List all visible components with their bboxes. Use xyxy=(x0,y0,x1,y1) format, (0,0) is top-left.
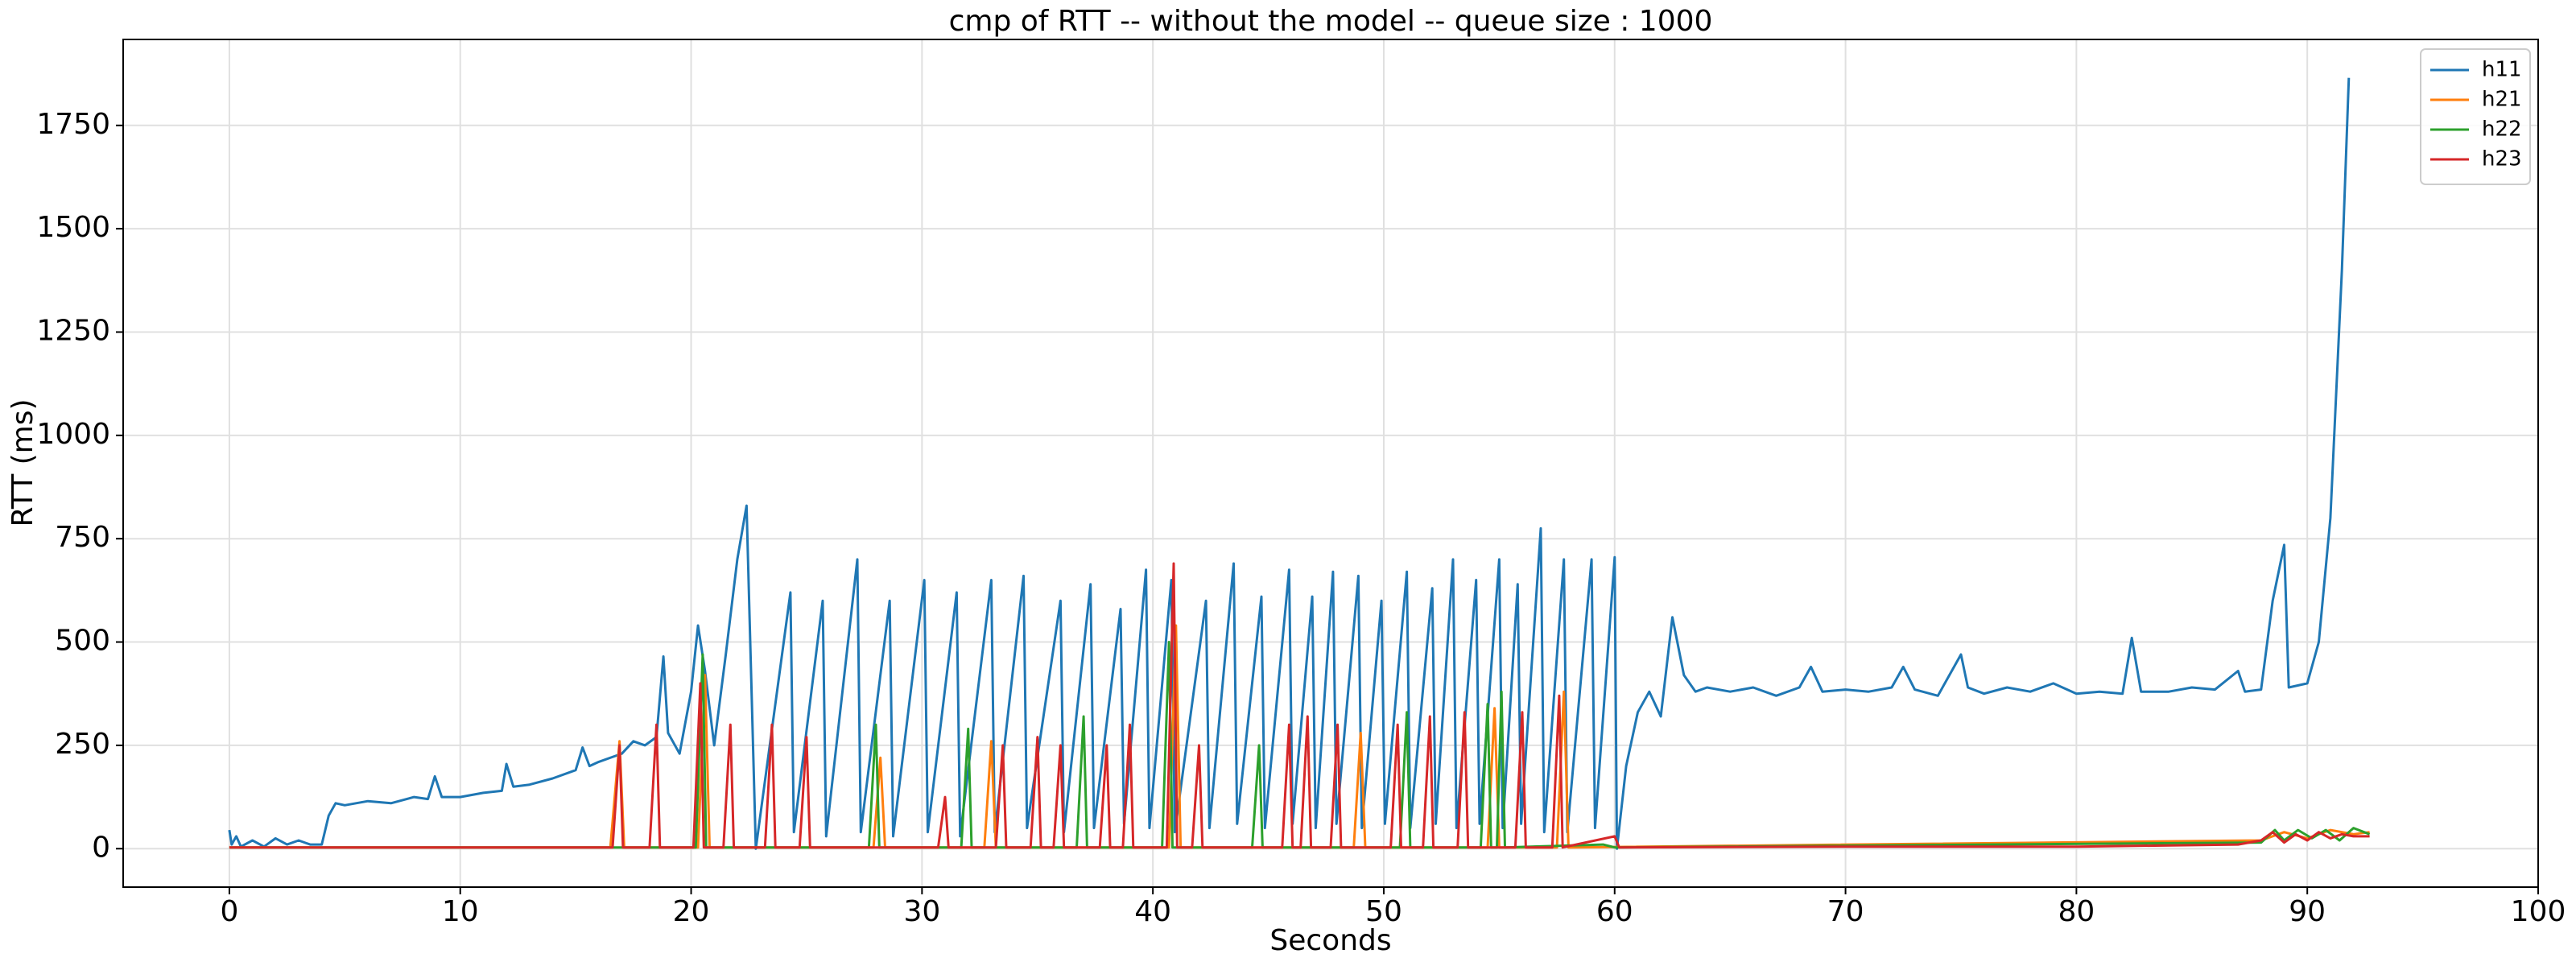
series-line xyxy=(229,562,2370,849)
ticks: 0 10 20 30 40 50 60 70 80 90 100025050075010001250… xyxy=(36,108,2566,928)
legend-label: h21 xyxy=(2482,88,2522,112)
y-tick-label: 1000 xyxy=(36,418,110,451)
x-tick-label: 70 xyxy=(1827,895,1864,928)
x-tick-label: 10 xyxy=(442,895,479,928)
y-tick-label: 0 xyxy=(92,831,110,864)
x-tick-label: 90 xyxy=(2289,895,2326,928)
x-tick-label: 80 xyxy=(2058,895,2095,928)
grid xyxy=(123,39,2539,887)
y-tick-label: 1250 xyxy=(36,314,110,347)
legend: h11 h21 h22 h23 xyxy=(2420,48,2531,185)
plot-lines xyxy=(228,77,2371,850)
y-tick-label: 500 xyxy=(55,625,110,658)
x-tick-label: 30 xyxy=(903,895,940,928)
y-tick-label: 750 xyxy=(55,521,110,554)
chart-title: cmp of RTT -- without the model -- queue… xyxy=(949,5,1713,38)
x-tick-label: 20 xyxy=(673,895,710,928)
series-line xyxy=(228,77,2351,850)
x-tick-label: 40 xyxy=(1134,895,1171,928)
x-tick-label: 100 xyxy=(2511,895,2566,928)
legend-label: h11 xyxy=(2482,58,2522,82)
x-tick-label: 50 xyxy=(1365,895,1402,928)
x-tick-label: 0 xyxy=(220,895,238,928)
legend-label: h23 xyxy=(2482,147,2522,171)
y-tick-label: 1500 xyxy=(36,211,110,244)
x-tick-label: 60 xyxy=(1596,895,1633,928)
y-tick-label: 1750 xyxy=(36,108,110,141)
y-axis-label: RTT (ms) xyxy=(6,398,39,526)
legend-label: h22 xyxy=(2482,118,2522,142)
plot-frame xyxy=(122,39,2539,888)
y-tick-label: 250 xyxy=(55,728,110,761)
x-axis-label: Seconds xyxy=(1269,924,1391,957)
legend-box xyxy=(2420,48,2531,185)
